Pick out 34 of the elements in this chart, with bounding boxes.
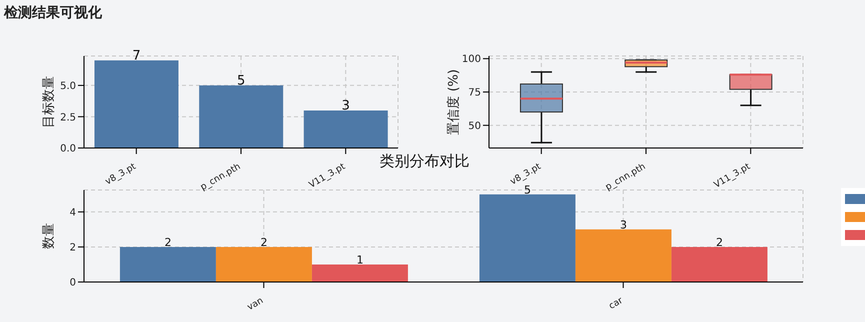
data-label: 3 [620, 218, 627, 232]
y-tick-label: 2.5 [60, 112, 76, 124]
bar [120, 246, 216, 282]
data-label: 1 [356, 253, 364, 266]
bar [216, 246, 312, 282]
chart-title: 类别分布对比 [380, 152, 470, 170]
data-label: 5 [236, 73, 246, 88]
y-axis-title: 目标数量 [42, 76, 57, 128]
y-tick-label: 100 [462, 54, 481, 66]
bar [479, 194, 576, 282]
data-label: 2 [164, 236, 172, 249]
x-tick-label: car [607, 296, 625, 312]
bar [199, 85, 284, 148]
bar [312, 264, 408, 282]
y-tick-label: 5.0 [60, 80, 76, 92]
data-label: 5 [524, 183, 531, 196]
data-label: 2 [716, 236, 723, 249]
y-tick-label: 2 [70, 242, 76, 254]
y-tick-label: 50 [468, 120, 481, 132]
data-label: 3 [342, 98, 350, 114]
y-tick-label: 4 [70, 207, 76, 218]
x-tick-label: van [246, 296, 266, 313]
y-tick-label: 0 [70, 278, 76, 289]
y-axis-title: 置信度 (%) [446, 69, 462, 135]
y-axis-title: 数量 [42, 223, 57, 249]
data-label: 7 [132, 48, 141, 64]
bar [94, 60, 178, 148]
y-tick-label: 75 [468, 88, 481, 99]
y-tick-label: 0.0 [60, 144, 76, 155]
bar [304, 110, 388, 148]
bar [575, 229, 672, 282]
bar [671, 246, 768, 282]
chart-title: 检测结果可视化 [4, 4, 102, 22]
data-label: 2 [260, 236, 268, 249]
